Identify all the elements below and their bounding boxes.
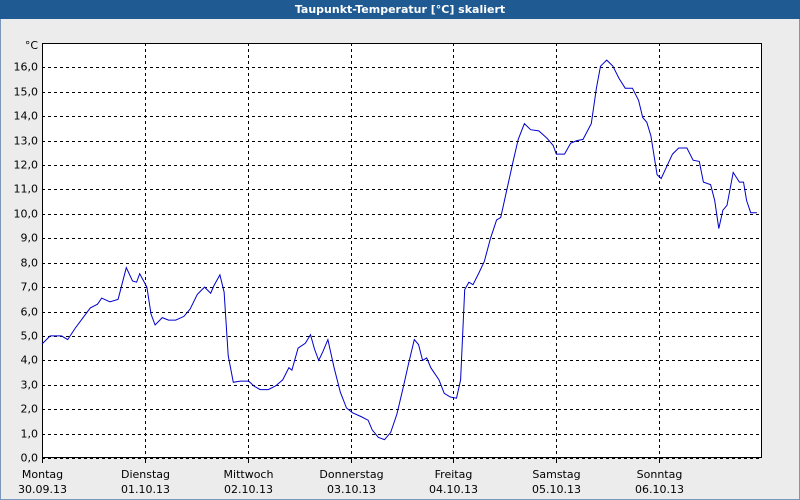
y-tick-label: 8,0 (21, 257, 39, 270)
y-tick-label: 11,0 (14, 183, 39, 196)
title-bar (0, 0, 800, 19)
plot-area (42, 43, 762, 458)
y-tick-label: 5,0 (21, 330, 39, 343)
y-tick-label: 3,0 (21, 379, 39, 392)
chart-title: Taupunkt-Temperatur [°C] skaliert (295, 3, 505, 16)
y-tick-label: 7,0 (21, 281, 39, 294)
y-unit: °C (25, 39, 39, 52)
x-tick-date: 04.10.13 (429, 483, 478, 496)
x-tick-label: Freitag (435, 468, 473, 481)
y-tick-label: 14,0 (14, 110, 39, 123)
y-tick-label: 4,0 (21, 354, 39, 367)
y-tick-label: 12,0 (14, 159, 39, 172)
x-tick-label: Samstag (532, 468, 580, 481)
x-tick-label: Mittwoch (224, 468, 274, 481)
y-tick-label: 0,0 (21, 452, 39, 465)
x-tick-date: 05.10.13 (532, 483, 581, 496)
y-tick-label: 16,0 (14, 61, 39, 74)
plot-border (42, 43, 762, 458)
y-tick-label: 2,0 (21, 403, 39, 416)
y-tick-label: 9,0 (21, 232, 39, 245)
x-tick-date: 30.09.13 (18, 483, 67, 496)
x-tick-label: Dienstag (121, 468, 170, 481)
x-tick-date: 03.10.13 (327, 483, 376, 496)
y-tick-label: 1,0 (21, 428, 39, 441)
x-tick-date: 02.10.13 (224, 483, 273, 496)
x-tick-label: Donnerstag (319, 468, 383, 481)
y-tick-label: 6,0 (21, 306, 39, 319)
x-tick-label: Sonntag (637, 468, 683, 481)
x-tick-date: 01.10.13 (121, 483, 170, 496)
x-tick-date: 06.10.13 (635, 483, 684, 496)
y-tick-label: 10,0 (14, 208, 39, 221)
data-line (41, 59, 757, 441)
y-tick-label: 15,0 (14, 86, 39, 99)
y-tick-label: 13,0 (14, 135, 39, 148)
x-tick-label: Montag (22, 468, 63, 481)
